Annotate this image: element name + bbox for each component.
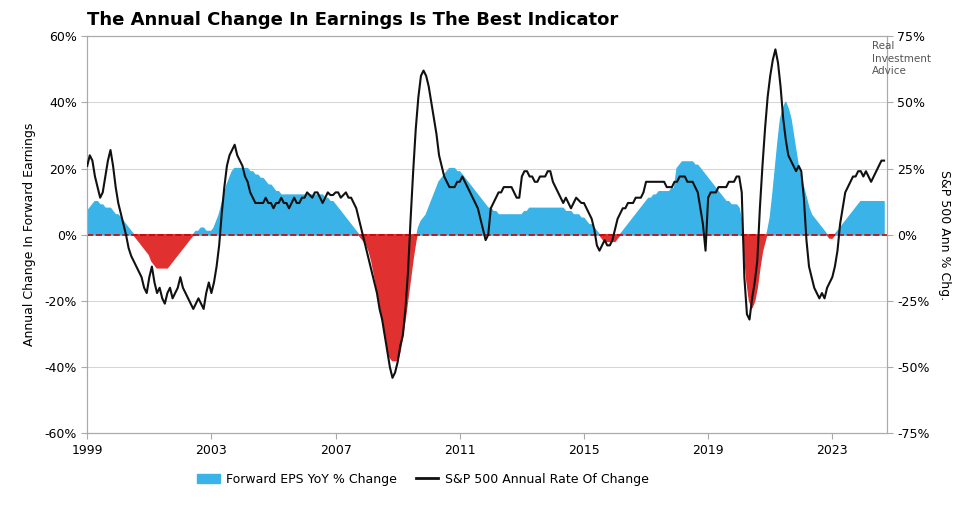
Text: The Annual Change In Earnings Is The Best Indicator: The Annual Change In Earnings Is The Bes… <box>87 11 618 29</box>
Legend: Forward EPS YoY % Change, S&P 500 Annual Rate Of Change: Forward EPS YoY % Change, S&P 500 Annual… <box>193 468 653 491</box>
Y-axis label: S&P 500 Ann % Chg.: S&P 500 Ann % Chg. <box>938 170 951 300</box>
Text: Real
Investment
Advice: Real Investment Advice <box>872 41 931 76</box>
Y-axis label: Annual Change In Forward Earnings: Annual Change In Forward Earnings <box>23 123 36 346</box>
